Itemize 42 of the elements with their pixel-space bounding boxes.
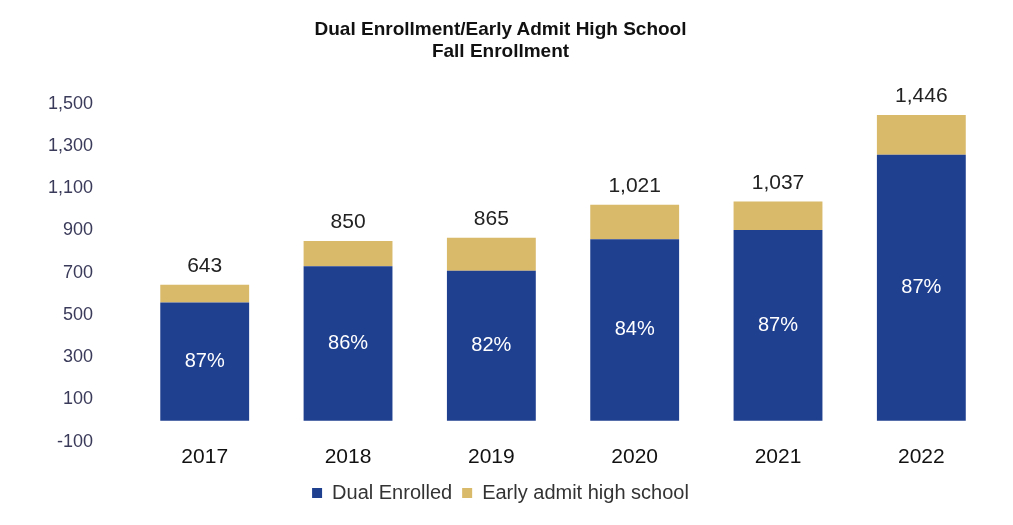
bar	[160, 302, 250, 421]
annotation: 86%	[328, 330, 369, 353]
y-tick-label: 100	[63, 388, 94, 409]
annotation: 87%	[184, 349, 225, 372]
bar	[446, 237, 536, 271]
x-tick-label: 2020	[611, 444, 659, 468]
total-label: 643	[187, 253, 223, 277]
x-tick-label: 2022	[897, 444, 945, 468]
bar	[446, 270, 536, 421]
y-tick-label: -100	[57, 430, 94, 451]
y-tick-label: 900	[63, 219, 94, 240]
y-tick-label: 700	[63, 261, 94, 282]
bar	[590, 204, 680, 240]
total-label: 865	[473, 206, 509, 230]
annotation: 82%	[471, 333, 512, 356]
y-tick-label: 1,300	[48, 134, 94, 155]
annotation: 87%	[758, 312, 799, 335]
y-tick-label: 1,100	[48, 177, 94, 198]
y-tick-label: 500	[63, 303, 94, 324]
x-tick-label: 2021	[754, 444, 802, 468]
annotation: 84%	[614, 317, 655, 340]
bar	[876, 115, 966, 155]
y-tick-label: 300	[63, 346, 94, 367]
bar	[303, 240, 393, 267]
y-tick-label: 1,500	[48, 92, 94, 113]
x-tick-label: 2019	[468, 444, 515, 468]
bar	[733, 201, 823, 230]
total-label: 1,021	[608, 173, 661, 197]
bar	[590, 239, 680, 421]
bar	[876, 154, 966, 421]
x-tick-label: 2018	[324, 444, 372, 468]
x-tick-label: 2017	[181, 444, 229, 468]
legend-label: Dual Enrolled	[332, 480, 453, 503]
chart-title: Dual Enrollment/Early Admit High School Fall Enrollment	[314, 17, 687, 62]
total-label: 850	[330, 209, 366, 233]
total-label: 1,037	[751, 169, 805, 193]
annotation: 87%	[901, 275, 942, 298]
bar	[733, 230, 823, 421]
bar	[160, 284, 250, 303]
bar	[303, 266, 393, 421]
legend-label: Early admit high school	[482, 480, 689, 503]
total-label: 1,446	[895, 83, 948, 107]
